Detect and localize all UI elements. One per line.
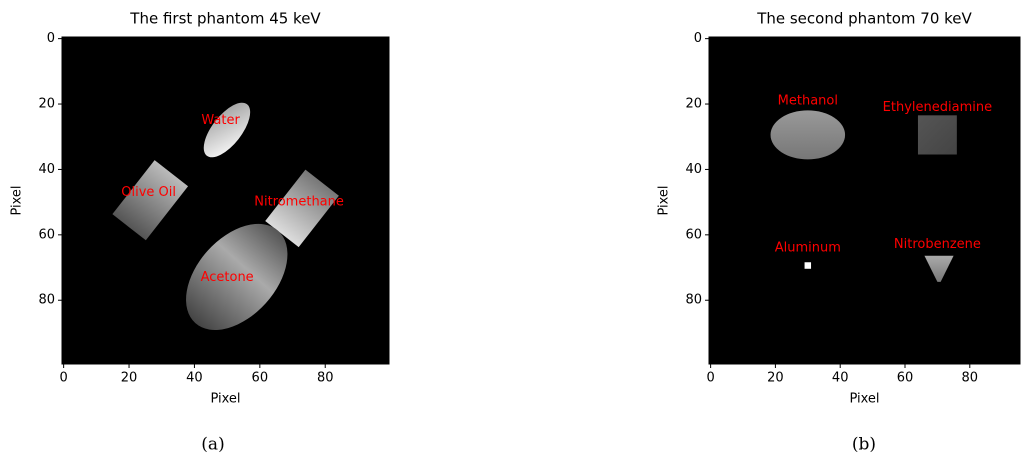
y-tick-label: 20 [685,97,702,112]
image-area [709,37,1020,364]
figure: The first phantom 45 keV 0 20 40 60 80 0 20 40 60… [0,0,1023,458]
x-tick-label: 40 [832,371,849,386]
x-axis-label: Pixel [210,392,240,407]
caption: (b) [852,435,876,455]
x-tick-label: 60 [252,371,269,386]
annotation: Aluminum [775,240,841,255]
chart-title: The first phantom 45 keV [129,10,321,28]
x-tick-label: 0 [706,371,714,386]
x-tick-label: 80 [317,371,334,386]
annotation: Water [201,113,240,128]
y-tick-label: 80 [38,293,55,308]
x-tick-label: 0 [59,371,67,386]
y-axis-label: Pixel [657,185,672,215]
caption: (a) [201,435,224,455]
annotation: Nitromethane [254,195,344,210]
annotation: Ethylenediamine [883,100,992,115]
x-tick-label: 20 [121,371,138,386]
y-tick-label: 60 [38,227,55,242]
annotation: Methanol [778,93,838,108]
aluminum-region [805,262,811,269]
y-tick-label: 40 [685,162,702,177]
x-tick-label: 60 [897,371,914,386]
annotation: Acetone [201,270,254,285]
annotation: Nitrobenzene [894,237,981,252]
y-tick-label: 60 [685,227,702,242]
y-tick-label: 20 [38,97,55,112]
y-tick-label: 40 [38,162,55,177]
chart-title: The second phantom 70 keV [756,10,972,28]
y-axis-label: Pixel [10,185,25,215]
ethylenediamine-region [918,115,957,154]
x-axis-label: Pixel [849,392,879,407]
x-tick-label: 20 [767,371,784,386]
y-tick-label: 80 [685,293,702,308]
y-tick-label: 0 [694,31,702,46]
x-tick-label: 80 [962,371,979,386]
annotation: Olive Oil [121,185,176,200]
y-tick-label: 0 [47,31,55,46]
x-tick-label: 40 [186,371,203,386]
methanol-region [771,110,846,159]
